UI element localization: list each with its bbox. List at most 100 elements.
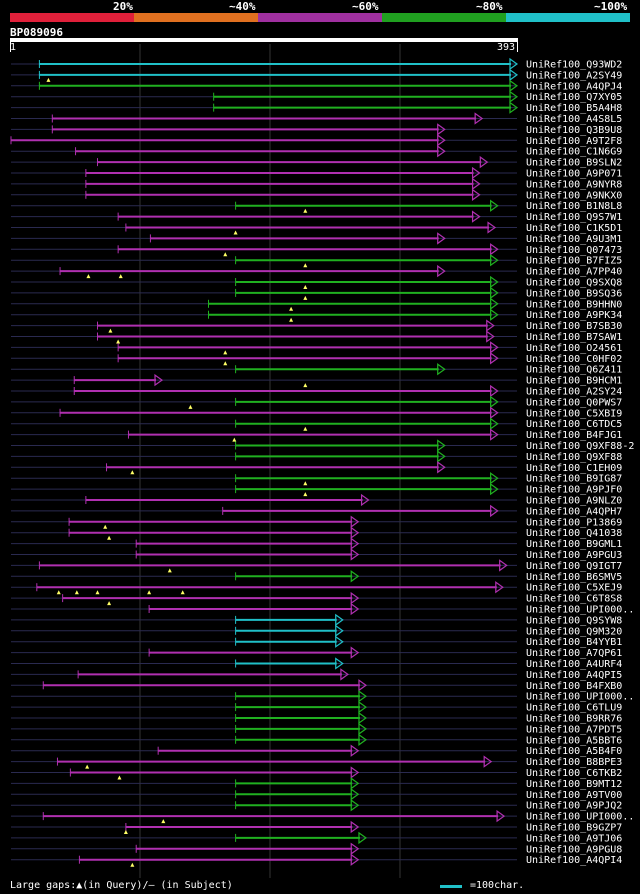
hit-label[interactable]: UniRef100_C1N6G9 — [526, 147, 622, 158]
hit-row[interactable]: UniRef100_A4QPI5 — [11, 668, 622, 681]
hit-label[interactable]: UniRef100_A9NYR8 — [526, 179, 622, 190]
hit-row[interactable]: UniRef100_A9PJQ2 — [11, 799, 622, 812]
hit-row[interactable]: UniRef100_B9RR76 — [11, 711, 622, 725]
hit-label[interactable]: UniRef100_B9RR76 — [526, 714, 622, 725]
hit-label[interactable]: UniRef100_Q6Z411 — [526, 365, 622, 376]
hit-label[interactable]: UniRef100_C5XEJ9 — [526, 583, 622, 594]
hit-label[interactable]: UniRef100_A4QPI5 — [526, 670, 622, 681]
hit-row[interactable]: UniRef100_A2SY49 — [11, 68, 622, 82]
hit-row[interactable]: UniRef100_Q9SXQ8 — [11, 275, 622, 289]
hit-row[interactable]: UniRef100_Q9M320 — [11, 624, 622, 638]
hit-label[interactable]: UniRef100_A9P071 — [526, 169, 622, 180]
hit-label[interactable]: UniRef100_A7QP61 — [526, 648, 622, 659]
hit-row[interactable]: UniRef100_A4QPI4 — [11, 853, 622, 867]
hit-row[interactable]: UniRef100_A9U3M1 — [11, 232, 622, 245]
hit-row[interactable]: UniRef100_A9NYR8 — [11, 177, 622, 191]
hit-label[interactable]: UniRef100_UPI000.. — [526, 605, 634, 616]
hit-label[interactable]: UniRef100_A4URF4 — [526, 659, 622, 670]
hit-label[interactable]: UniRef100_Q7XY05 — [526, 92, 622, 103]
hit-label[interactable]: UniRef100_A4QPJ4 — [526, 81, 622, 92]
hit-row[interactable]: UniRef100_A5B4F0 — [11, 744, 622, 758]
hit-label[interactable]: UniRef100_Q41038 — [526, 528, 622, 539]
hit-row[interactable]: UniRef100_B8BPE3 — [11, 755, 622, 769]
hit-row[interactable]: UniRef100_A9NLZ0 — [11, 493, 622, 507]
hit-row[interactable]: UniRef100_Q9S7W1 — [11, 210, 622, 224]
hit-row[interactable]: UniRef100_A4S8L5 — [11, 112, 622, 126]
hit-row[interactable]: UniRef100_A7PDT5 — [11, 722, 622, 736]
hit-row[interactable]: UniRef100_A9P071 — [11, 166, 622, 180]
hit-row[interactable]: UniRef100_B9HCM1 — [11, 373, 622, 388]
hit-row[interactable]: UniRef100_Q0PWS7 — [11, 395, 622, 409]
hit-label[interactable]: UniRef100_B9GZP7 — [526, 823, 622, 834]
hit-label[interactable]: UniRef100_A2SY24 — [526, 387, 622, 398]
hit-row[interactable]: UniRef100_B9HHN0 — [11, 297, 622, 311]
hit-row[interactable]: UniRef100_C6T8S8 — [11, 591, 622, 606]
hit-row[interactable]: UniRef100_A4QPH7 — [11, 504, 622, 518]
hit-label[interactable]: UniRef100_UPI000.. — [526, 812, 634, 823]
hit-row[interactable]: UniRef100_A9PGU8 — [11, 842, 622, 856]
hit-label[interactable]: UniRef100_Q3B9U8 — [526, 125, 622, 136]
hit-label[interactable]: UniRef100_Q93WD2 — [526, 60, 622, 71]
hit-label[interactable]: UniRef100_B9MT12 — [526, 779, 622, 790]
hit-row[interactable]: UniRef100_B5A4H8 — [11, 101, 622, 115]
hit-label[interactable]: UniRef100_C5XBI9 — [526, 408, 622, 419]
hit-row[interactable]: UniRef100_A2SY24 — [11, 384, 622, 398]
hit-label[interactable]: UniRef100_C6T8S8 — [526, 594, 622, 605]
hit-label[interactable]: UniRef100_B1N8L8 — [526, 201, 622, 212]
hit-row[interactable]: UniRef100_C6TKB2 — [11, 766, 622, 780]
hit-row[interactable]: UniRef100_C1N6G9 — [11, 145, 622, 158]
hit-row[interactable]: UniRef100_B4FJG1 — [11, 428, 622, 442]
hit-label[interactable]: UniRef100_B4FXB0 — [526, 681, 622, 692]
hit-label[interactable]: UniRef100_C6TKB2 — [526, 768, 622, 779]
hit-row[interactable]: UniRef100_C6TDC5 — [11, 417, 622, 431]
hit-label[interactable]: UniRef100_A9PK34 — [526, 310, 622, 321]
hit-label[interactable]: UniRef100_C0HF02 — [526, 354, 622, 365]
hit-label[interactable]: UniRef100_UPI000.. — [526, 692, 634, 703]
hit-row[interactable]: UniRef100_Q9IGT7 — [11, 559, 622, 573]
hit-row[interactable]: UniRef100_C0HF02 — [11, 352, 622, 366]
hit-label[interactable]: UniRef100_A7PDT5 — [526, 724, 622, 735]
hit-row[interactable]: UniRef100_B4YYB1 — [11, 635, 622, 649]
hit-row[interactable]: UniRef100_A4URF4 — [11, 657, 622, 671]
hit-label[interactable]: UniRef100_C1EH09 — [526, 463, 622, 474]
hit-row[interactable]: UniRef100_B7FIZ5 — [11, 254, 622, 268]
hit-label[interactable]: UniRef100_B9GML1 — [526, 539, 622, 550]
hit-row[interactable]: UniRef100_A7PP40 — [11, 264, 622, 279]
hit-label[interactable]: UniRef100_A5B4F0 — [526, 746, 622, 757]
hit-label[interactable]: UniRef100_Q07473 — [526, 245, 622, 256]
hit-label[interactable]: UniRef100_C6TDC5 — [526, 419, 622, 430]
hit-label[interactable]: UniRef100_C1K5D1 — [526, 223, 622, 234]
hit-row[interactable]: UniRef100_C1EH09 — [11, 461, 622, 475]
hit-label[interactable]: UniRef100_A9PGU3 — [526, 550, 622, 561]
hit-label[interactable]: UniRef100_B7SAW1 — [526, 332, 622, 343]
hit-label[interactable]: UniRef100_B7FIZ5 — [526, 256, 622, 267]
hit-row[interactable]: UniRef100_B9MT12 — [11, 777, 622, 790]
hit-label[interactable]: UniRef100_A9PJF0 — [526, 485, 622, 496]
hit-label[interactable]: UniRef100_O24561 — [526, 343, 622, 354]
hit-row[interactable]: UniRef100_A9TJ06 — [11, 831, 622, 845]
hit-label[interactable]: UniRef100_B8BPE3 — [526, 757, 622, 768]
hit-label[interactable]: UniRef100_A5BBT6 — [526, 735, 622, 746]
hit-label[interactable]: UniRef100_A4QPI4 — [526, 855, 622, 866]
hit-row[interactable]: UniRef100_Q7XY05 — [11, 90, 622, 104]
hit-label[interactable]: UniRef100_A9TJ06 — [526, 833, 622, 844]
hit-row[interactable]: UniRef100_C1K5D1 — [11, 221, 622, 235]
hit-row[interactable]: UniRef100_B9SLN2 — [11, 155, 622, 169]
hit-row[interactable]: UniRef100_C5XEJ9 — [11, 581, 622, 595]
hit-label[interactable]: UniRef100_Q9IGT7 — [526, 561, 622, 572]
hit-row[interactable]: UniRef100_C6TLU9 — [11, 700, 622, 714]
hit-label[interactable]: UniRef100_Q9M320 — [526, 626, 622, 637]
hit-row[interactable]: UniRef100_B7SAW1 — [11, 330, 622, 344]
hit-label[interactable]: UniRef100_B5A4H8 — [526, 103, 622, 114]
hit-row[interactable]: UniRef100_Q07473 — [11, 243, 622, 257]
hit-row[interactable]: UniRef100_B1N8L8 — [11, 199, 622, 213]
hit-row[interactable]: UniRef100_UPI000.. — [11, 602, 634, 616]
hit-row[interactable]: UniRef100_Q93WD2 — [11, 57, 622, 71]
hit-label[interactable]: UniRef100_P13869 — [526, 517, 622, 528]
hit-label[interactable]: UniRef100_Q9SYW8 — [526, 615, 622, 626]
hit-label[interactable]: UniRef100_A7PP40 — [526, 267, 622, 278]
hit-row[interactable]: UniRef100_A9NKX0 — [11, 188, 622, 202]
hit-row[interactable]: UniRef100_O24561 — [11, 341, 622, 355]
hit-label[interactable]: UniRef100_Q9XF88-2 — [526, 441, 634, 452]
hit-row[interactable]: UniRef100_Q9SYW8 — [11, 613, 622, 627]
